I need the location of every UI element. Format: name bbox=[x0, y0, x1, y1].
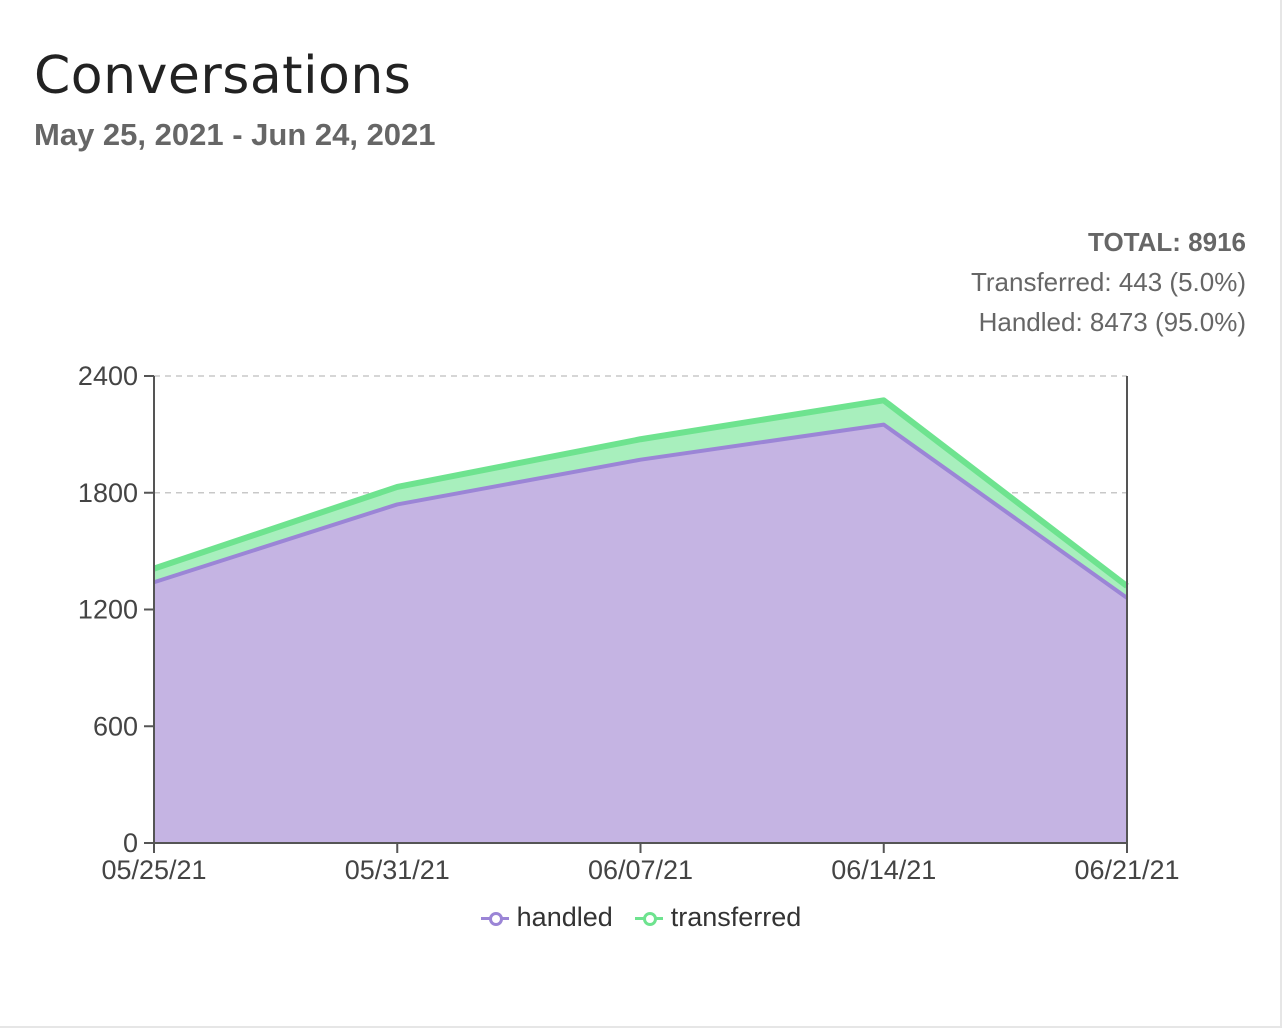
legend-label-handled: handled bbox=[516, 902, 613, 932]
date-range: May 25, 2021 - Jun 24, 2021 bbox=[34, 117, 436, 152]
handled-count: Handled: 8473 (95.0%) bbox=[978, 307, 1246, 337]
legend-item-handled[interactable]: handled bbox=[480, 902, 613, 933]
y-tick-label: 2400 bbox=[78, 361, 138, 391]
y-tick-label: 0 bbox=[123, 828, 138, 858]
total-count: TOTAL: 8916 bbox=[1088, 227, 1246, 257]
y-tick-label: 1800 bbox=[78, 478, 138, 508]
y-tick-label: 600 bbox=[93, 711, 138, 741]
x-tick-label: 06/14/21 bbox=[831, 855, 936, 885]
page-title: Conversations bbox=[34, 46, 412, 106]
chart-legend: handled transferred bbox=[0, 902, 1282, 933]
legend-label-transferred: transferred bbox=[670, 902, 802, 932]
handled-line bbox=[153, 422, 1129, 600]
x-tick-label: 06/21/21 bbox=[1074, 855, 1179, 885]
x-tick-label: 05/31/21 bbox=[345, 855, 450, 885]
transferred-count: Transferred: 443 (5.0%) bbox=[970, 267, 1246, 297]
handled-marker-icon bbox=[480, 911, 509, 926]
x-tick-label: 06/07/21 bbox=[588, 855, 693, 885]
transferred-marker-icon bbox=[634, 911, 663, 926]
transferred-line bbox=[153, 397, 1129, 589]
totals-summary: TOTAL: 8916 Transferred: 443 (5.0%) Hand… bbox=[971, 222, 1246, 342]
legend-item-transferred[interactable]: transferred bbox=[634, 902, 802, 933]
x-tick-label: 05/25/21 bbox=[101, 855, 206, 885]
y-tick-label: 1200 bbox=[78, 595, 138, 625]
handled-area bbox=[154, 424, 1127, 843]
